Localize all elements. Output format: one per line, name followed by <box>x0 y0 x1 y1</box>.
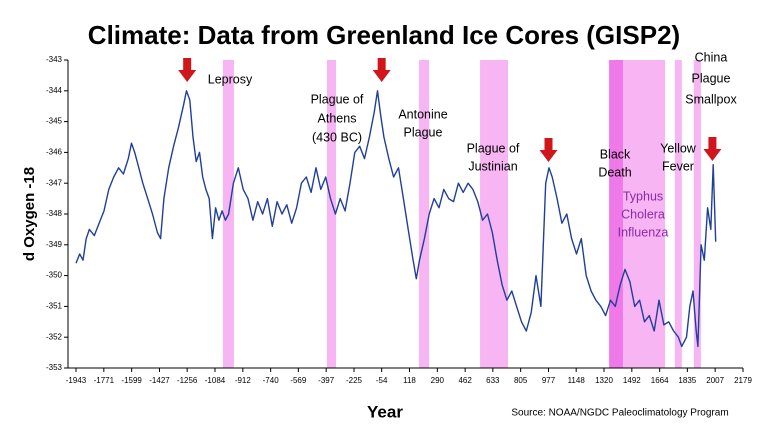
red-arrow <box>539 138 558 162</box>
x-tick-label: 290 <box>431 376 445 385</box>
x-tick-label: 1492 <box>623 376 641 385</box>
y-tick-label: -348 <box>46 209 63 218</box>
annotation: Plague of <box>467 141 520 155</box>
y-tick-label: -350 <box>46 271 63 280</box>
y-tick-label: -344 <box>46 86 63 95</box>
x-tick-label: 462 <box>458 376 472 385</box>
annotation: Cholera <box>621 207 665 221</box>
x-tick-label: -1256 <box>177 376 198 385</box>
x-tick-label: 633 <box>486 376 500 385</box>
x-tick-label: -912 <box>235 376 252 385</box>
shaded-period <box>480 60 509 368</box>
x-tick-label: 2007 <box>706 376 724 385</box>
y-tick-label: -351 <box>46 302 63 311</box>
x-tick-label: 1148 <box>568 376 586 385</box>
y-tick-label: -347 <box>46 178 63 187</box>
annotation: China <box>695 50 728 64</box>
annotation: Justinian <box>468 159 517 173</box>
annotation: Leprosy <box>208 72 253 86</box>
x-tick-label: -397 <box>318 376 335 385</box>
annotation: Yellow <box>660 141 697 155</box>
shaded-period <box>326 60 337 368</box>
annotation: (430 BC) <box>312 130 362 144</box>
x-tick-label: 805 <box>514 376 528 385</box>
annotation: Typhus <box>623 189 663 203</box>
annotation: Influenza <box>618 225 669 239</box>
annotation: Smallpox <box>685 92 737 106</box>
annotation: Plague <box>404 125 443 139</box>
shaded-period <box>419 60 430 368</box>
annotation: Athens <box>318 111 357 125</box>
x-tick-label: -1771 <box>94 376 115 385</box>
annotation: Black <box>600 147 631 161</box>
y-tick-label: -352 <box>46 332 63 341</box>
shaded-period <box>674 60 682 368</box>
x-tick-label: -740 <box>263 376 280 385</box>
annotation: Death <box>598 165 631 179</box>
x-tick-label: -1084 <box>205 376 226 385</box>
red-arrow <box>178 58 197 82</box>
x-tick-label: 1664 <box>651 376 669 385</box>
y-tick-label: -346 <box>46 148 63 157</box>
x-tick-label: -1427 <box>149 376 170 385</box>
x-tick-label: -1943 <box>66 376 87 385</box>
x-tick-label: 118 <box>403 376 416 385</box>
source-note: Source: NOAA/NGDC Paleoclimatology Progr… <box>511 408 728 419</box>
x-axis-label: Year <box>367 402 403 421</box>
annotation: Fever <box>662 159 694 173</box>
x-tick-label: 2179 <box>734 376 752 385</box>
red-arrow <box>703 137 722 161</box>
red-arrow <box>372 58 391 82</box>
y-tick-label: -345 <box>46 117 63 126</box>
annotation: Plague <box>692 71 731 85</box>
x-tick-label: 1320 <box>595 376 613 385</box>
shaded-period <box>693 60 701 368</box>
x-tick-label: -54 <box>376 376 388 385</box>
y-tick-label: -349 <box>46 240 63 249</box>
annotation: Plague of <box>311 92 364 106</box>
annotation: Antonine <box>398 107 447 121</box>
y-tick-label: -343 <box>46 55 63 64</box>
x-tick-label: 1835 <box>678 376 696 385</box>
y-axis-label: d Oxygen -18 <box>21 167 38 261</box>
x-tick-label: -1599 <box>121 376 142 385</box>
x-tick-label: -225 <box>346 376 363 385</box>
x-tick-label: -569 <box>290 376 307 385</box>
chart-title: Climate: Data from Greenland Ice Cores (… <box>88 20 680 50</box>
y-tick-label: -353 <box>46 363 63 372</box>
data-line <box>75 90 717 348</box>
x-tick-label: 977 <box>542 376 556 385</box>
